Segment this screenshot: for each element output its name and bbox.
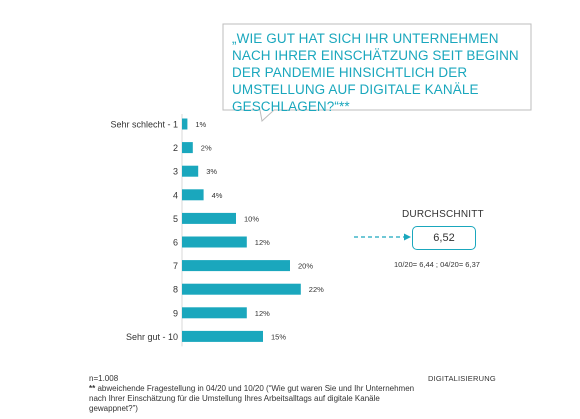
average-title: DURCHSCHNITT bbox=[402, 209, 484, 220]
category-label: 6 bbox=[173, 238, 178, 248]
data-label: 22% bbox=[309, 285, 324, 294]
category-label: 7 bbox=[173, 261, 178, 271]
bar bbox=[182, 236, 247, 248]
bar bbox=[182, 212, 236, 224]
bar bbox=[182, 118, 188, 130]
data-label: 3% bbox=[206, 167, 217, 176]
category-label: 9 bbox=[173, 308, 178, 318]
data-label: 20% bbox=[298, 262, 313, 271]
speech-bubble bbox=[222, 23, 532, 122]
category-label: 4 bbox=[173, 190, 178, 200]
sample-size: n=1.008 bbox=[89, 374, 119, 383]
data-label: 10% bbox=[244, 214, 259, 223]
previous-averages: 10/20= 6,44 ; 04/20= 6,37 bbox=[394, 260, 480, 269]
section-label: DIGITALISIERUNG bbox=[428, 374, 496, 383]
category-label: 5 bbox=[173, 214, 178, 224]
data-label: 12% bbox=[255, 238, 270, 247]
bar bbox=[182, 189, 204, 201]
data-label: 1% bbox=[195, 120, 206, 129]
bar bbox=[182, 142, 193, 154]
average-value: 6,52 bbox=[412, 226, 476, 250]
bar bbox=[182, 307, 247, 319]
data-label: 15% bbox=[271, 332, 286, 341]
footnote: ** abweichende Fragestellung in 04/20 un… bbox=[89, 384, 419, 414]
category-label: Sehr schlecht - 1 bbox=[110, 120, 178, 130]
category-label: Sehr gut - 10 bbox=[126, 332, 178, 342]
bar-chart: Sehr schlecht - 1 1%2 2%3 3%4 4%5 10%6 12%7 20%… bbox=[110, 114, 324, 347]
bar bbox=[182, 165, 199, 177]
category-label: 2 bbox=[173, 143, 178, 153]
data-label: 12% bbox=[255, 309, 270, 318]
category-label: 8 bbox=[173, 285, 178, 295]
category-label: 3 bbox=[173, 167, 178, 177]
bar bbox=[182, 260, 290, 272]
footnote-text: abweichende Fragestellung in 04/20 und 1… bbox=[89, 384, 415, 413]
bar bbox=[182, 330, 263, 342]
footnote-marker: ** bbox=[89, 384, 96, 393]
data-label: 2% bbox=[201, 144, 212, 153]
data-label: 4% bbox=[212, 191, 223, 200]
survey-question: „WIE GUT HAT SICH IHR UNTERNEHMEN NACH I… bbox=[232, 31, 519, 114]
bar bbox=[182, 283, 301, 295]
